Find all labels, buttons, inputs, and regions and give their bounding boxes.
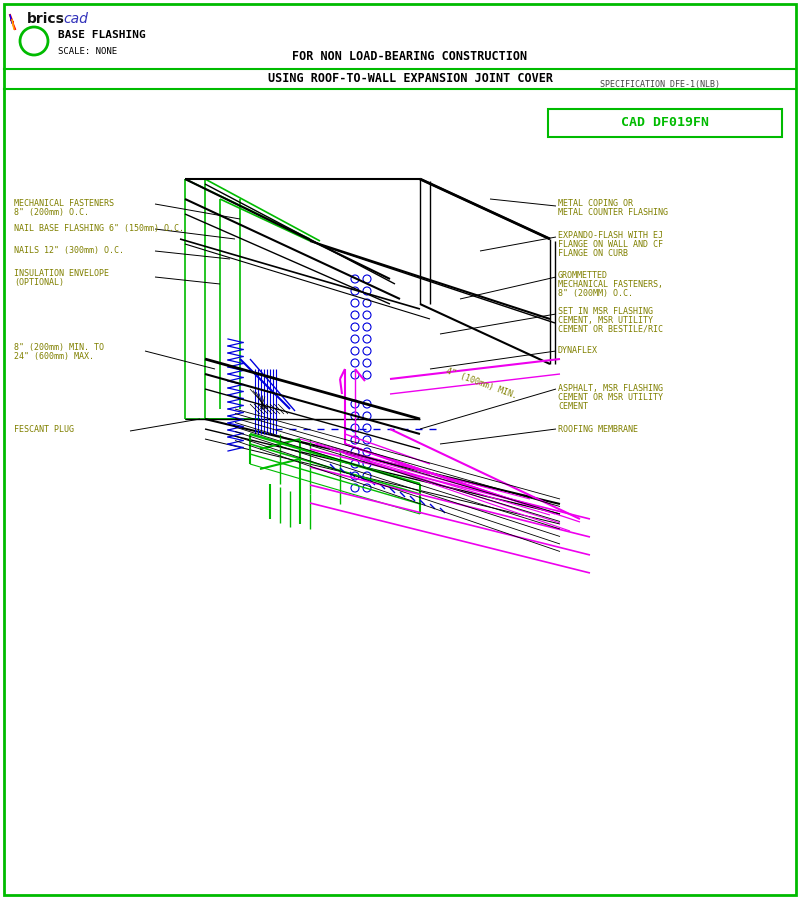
Text: DYNAFLEX: DYNAFLEX — [558, 346, 598, 355]
Text: brics: brics — [27, 12, 65, 26]
Text: GROMMETTED: GROMMETTED — [558, 271, 608, 280]
Text: SPECIFICATION DFE-1(NLB): SPECIFICATION DFE-1(NLB) — [600, 81, 720, 90]
Text: CEMENT, MSR UTILITY: CEMENT, MSR UTILITY — [558, 316, 653, 325]
Text: USING ROOF-TO-WALL EXPANSION JOINT COVER: USING ROOF-TO-WALL EXPANSION JOINT COVER — [267, 72, 553, 85]
Text: FLANGE ON WALL AND CF: FLANGE ON WALL AND CF — [558, 240, 663, 249]
Text: CEMENT: CEMENT — [558, 402, 588, 411]
Text: SET IN MSR FLASHING: SET IN MSR FLASHING — [558, 307, 653, 316]
Text: NAIL BASE FLASHING 6" (150mm) O.C.: NAIL BASE FLASHING 6" (150mm) O.C. — [14, 224, 184, 233]
Text: SCALE: NONE: SCALE: NONE — [58, 47, 117, 56]
Text: CEMENT OR MSR UTILITY: CEMENT OR MSR UTILITY — [558, 393, 663, 402]
Text: (OPTIONAL): (OPTIONAL) — [14, 278, 64, 287]
Text: 24" (600mm) MAX.: 24" (600mm) MAX. — [14, 352, 94, 361]
Text: ASPHALT, MSR FLASHING: ASPHALT, MSR FLASHING — [558, 384, 663, 393]
Text: CEMENT OR BESTILE/RIC: CEMENT OR BESTILE/RIC — [558, 325, 663, 334]
Text: ROOFING MEMBRANE: ROOFING MEMBRANE — [558, 425, 638, 434]
Text: BASE FLASHING: BASE FLASHING — [58, 30, 146, 40]
Text: 8" (200MM) O.C.: 8" (200MM) O.C. — [558, 289, 633, 298]
Text: 8" (200mm) O.C.: 8" (200mm) O.C. — [14, 208, 89, 217]
Text: 4" (100mm) MIN.: 4" (100mm) MIN. — [445, 367, 518, 401]
Text: METAL COPING OR: METAL COPING OR — [558, 199, 633, 208]
Text: EXPANDO-FLASH WITH EJ: EXPANDO-FLASH WITH EJ — [558, 231, 663, 240]
Text: FESCANT PLUG: FESCANT PLUG — [14, 425, 74, 434]
Text: CAD DF019FN: CAD DF019FN — [621, 117, 709, 129]
Text: NAILS 12" (300mm) O.C.: NAILS 12" (300mm) O.C. — [14, 246, 124, 255]
Text: cad: cad — [63, 12, 88, 26]
Text: MECHANICAL FASTENERS: MECHANICAL FASTENERS — [14, 199, 114, 208]
Text: INSULATION ENVELOPE: INSULATION ENVELOPE — [14, 269, 109, 278]
Text: FOR NON LOAD-BEARING CONSTRUCTION: FOR NON LOAD-BEARING CONSTRUCTION — [293, 49, 527, 63]
Text: FLANGE ON CURB: FLANGE ON CURB — [558, 249, 628, 258]
Text: MECHANICAL FASTENERS,: MECHANICAL FASTENERS, — [558, 280, 663, 289]
Text: METAL COUNTER FLASHING: METAL COUNTER FLASHING — [558, 208, 668, 217]
Text: 8" (200mm) MIN. TO: 8" (200mm) MIN. TO — [14, 343, 104, 352]
Bar — [548, 109, 782, 137]
